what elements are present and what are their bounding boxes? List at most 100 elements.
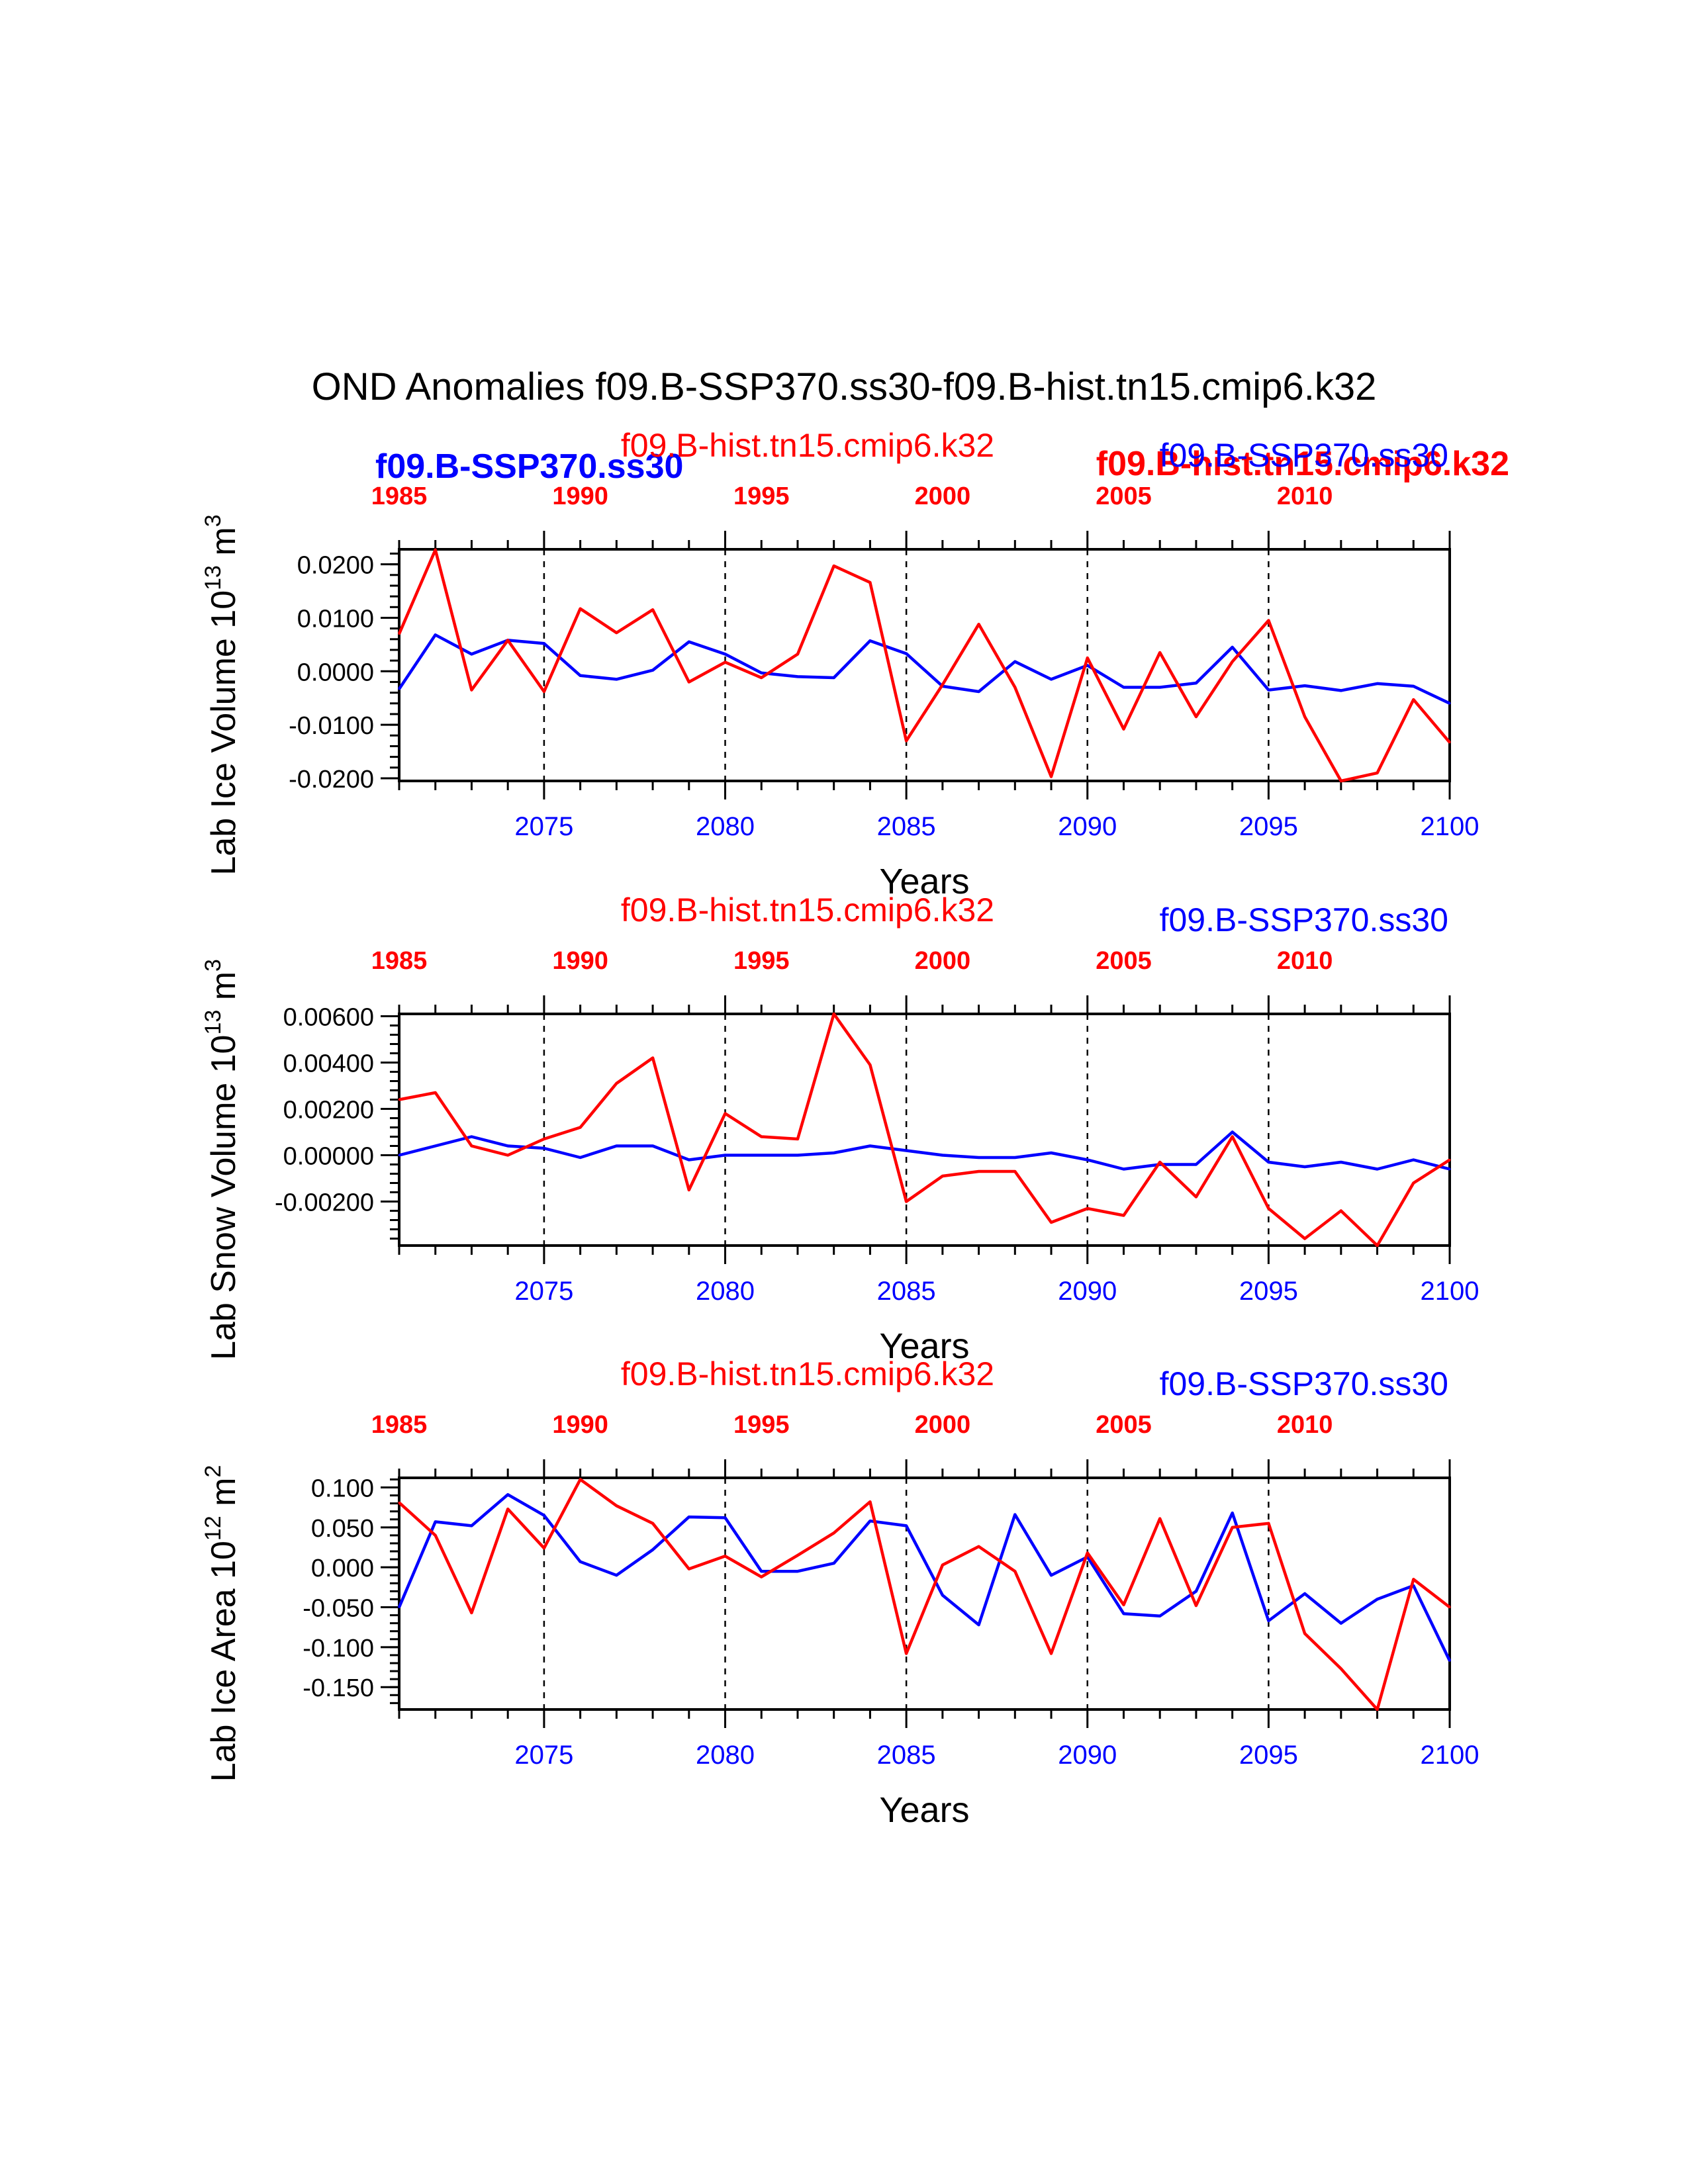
page-title: OND Anomalies f09.B-SSP370.ss30-f09.B-hi…	[312, 365, 1377, 408]
x-tick-label: 2100	[1421, 812, 1479, 841]
data-point-ssp	[1158, 1615, 1161, 1617]
data-point-ssp	[688, 1516, 690, 1518]
top-x-tick-label: 1995	[733, 947, 790, 975]
x-tick-label: 2100	[1421, 1741, 1479, 1770]
data-point-hist	[1231, 1526, 1234, 1529]
data-point-hist	[1448, 741, 1451, 744]
top-x-tick-label: 2005	[1096, 947, 1152, 975]
y-tick-label: 0.00400	[283, 1050, 374, 1078]
x-tick-label: 2095	[1239, 812, 1298, 841]
plot-frame	[398, 1013, 1451, 1247]
data-point-ssp	[833, 676, 835, 679]
y-tick-label: 0.00000	[283, 1143, 374, 1171]
y-axis-title-ylabel-unit: m	[205, 527, 243, 565]
y-axis-title-ylabel-exp: 13	[201, 565, 226, 590]
data-point-ssp	[1231, 646, 1234, 649]
top-x-tick-label: 2005	[1096, 1411, 1152, 1439]
data-point-ssp	[434, 1145, 437, 1147]
data-point-hist	[1231, 660, 1234, 663]
plot-frame	[398, 1477, 1451, 1711]
top-x-tick-label: 1995	[733, 482, 790, 510]
data-point-hist	[651, 1057, 654, 1059]
data-point-ssp	[1340, 1622, 1342, 1625]
data-point-hist	[833, 565, 835, 567]
series-line-ssp	[398, 633, 1450, 705]
data-point-hist	[579, 608, 582, 610]
y-tick-label: -0.150	[303, 1674, 374, 1702]
x-tick-label: 2085	[877, 812, 936, 841]
data-point-ssp	[1195, 682, 1197, 684]
data-point-hist	[760, 1576, 763, 1578]
data-point-ssp	[724, 1154, 727, 1156]
data-point-ssp	[941, 1154, 944, 1156]
y-axis-title-ylabel-unit-exp: 3	[201, 514, 226, 527]
data-point-ssp	[1231, 1512, 1234, 1514]
y-axis-title-ylabel-exp: 12	[201, 1516, 226, 1541]
y-axis-title: Lab Ice Area 1012 m2	[201, 1465, 243, 1782]
x-tick-label: 2100	[1421, 1277, 1479, 1306]
data-point-ssp	[978, 690, 980, 693]
data-point-hist	[1086, 1551, 1089, 1554]
data-point-hist	[1267, 619, 1270, 622]
data-point-hist	[651, 1522, 654, 1525]
data-point-hist	[434, 549, 437, 551]
y-axis-title: Lab Snow Volume 1013 m3	[201, 959, 243, 1360]
y-axis-title-ylabel-unit: m	[205, 972, 243, 1010]
top-x-tick-label: 2005	[1096, 482, 1152, 510]
data-point-ssp	[1122, 686, 1125, 689]
data-point-hist	[1122, 728, 1125, 731]
data-point-ssp	[868, 639, 871, 642]
data-point-hist	[1013, 686, 1016, 689]
data-point-ssp	[1448, 702, 1451, 705]
y-axis-title-ylabel-unit-exp: 2	[201, 1465, 226, 1478]
data-point-hist	[1376, 1244, 1379, 1247]
data-point-ssp	[905, 1150, 908, 1152]
y-tick-label: -0.050	[303, 1595, 374, 1623]
data-point-ssp	[1267, 689, 1270, 692]
data-point-hist	[1050, 1653, 1053, 1655]
series-line-hist	[397, 548, 1451, 783]
data-point-hist	[1303, 1238, 1306, 1240]
top-x-tick-label: 1995	[733, 1411, 790, 1439]
data-point-hist	[833, 1013, 835, 1015]
data-point-ssp	[833, 1562, 835, 1565]
data-point-hist	[724, 1555, 727, 1557]
y-tick-label: 0.000	[311, 1555, 374, 1582]
data-point-ssp	[796, 1154, 799, 1156]
data-point-ssp	[1158, 686, 1161, 689]
data-point-ssp	[868, 1520, 871, 1522]
data-point-ssp	[760, 1154, 763, 1156]
data-point-ssp	[1195, 1590, 1197, 1592]
hist-series-label: f09.B-hist.tn15.cmip6.k32	[621, 1355, 994, 1392]
data-point-hist	[978, 623, 980, 625]
x-tick-label: 2090	[1058, 812, 1117, 841]
data-point-ssp	[651, 1549, 654, 1551]
data-point-hist	[1412, 1578, 1415, 1580]
data-point-hist	[724, 1113, 727, 1115]
data-point-hist	[796, 1554, 799, 1557]
x-axis-title: Years	[879, 1326, 969, 1366]
data-point-hist	[1340, 1210, 1342, 1212]
data-point-hist	[688, 680, 690, 683]
data-point-ssp	[1013, 1156, 1016, 1159]
data-point-hist	[1412, 698, 1415, 701]
y-axis-title-ylabel-main: Lab Ice Area 10	[205, 1541, 243, 1782]
y-tick-label: 0.0200	[297, 552, 374, 580]
data-point-ssp	[615, 1574, 618, 1576]
data-point-ssp	[434, 633, 437, 636]
data-point-hist	[1122, 1214, 1125, 1216]
data-point-hist	[1267, 1207, 1270, 1210]
data-point-hist	[724, 661, 727, 664]
y-axis-title: Lab Ice Volume 1013 m3	[201, 514, 243, 875]
data-point-ssp	[760, 1570, 763, 1572]
data-point-hist	[796, 1138, 799, 1140]
panels: 0.0200 0.0100 0.0000 -0.0100 -0.0200 2075 2080…	[201, 427, 1479, 1830]
y-tick-label: 0.00200	[283, 1097, 374, 1124]
ssp-series-label: f09.B-SSP370.ss30	[1160, 437, 1448, 474]
data-point-ssp	[579, 1156, 582, 1159]
data-point-ssp	[543, 1514, 545, 1517]
data-point-ssp	[1231, 1131, 1234, 1133]
data-point-ssp	[651, 669, 654, 672]
y-axis-title-ylabel-main: Lab Ice Volume 10	[205, 590, 243, 876]
y-tick-label: -0.0100	[289, 712, 374, 740]
